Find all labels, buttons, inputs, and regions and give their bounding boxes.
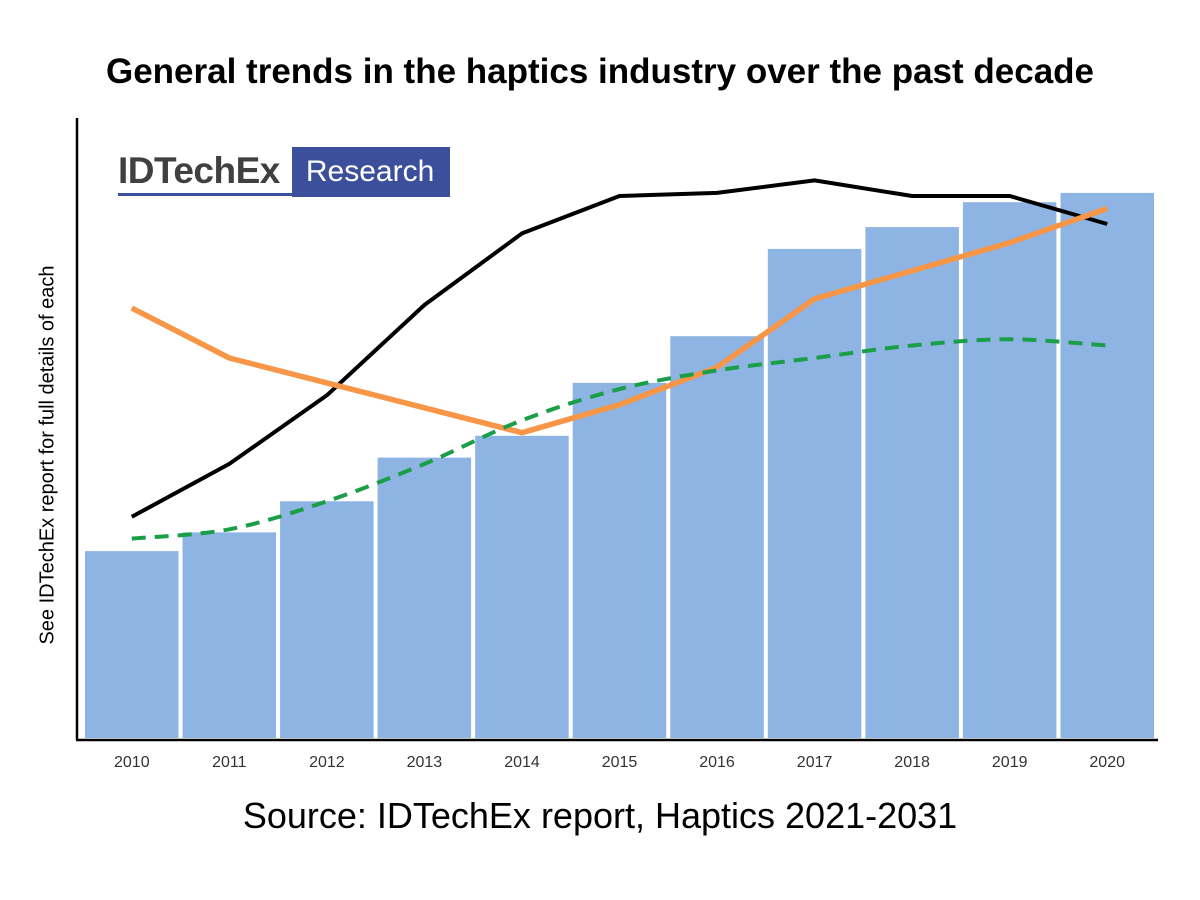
x-tick-label-2011: 2011 bbox=[212, 754, 247, 771]
bars-layer bbox=[85, 192, 1154, 738]
x-tick-label-2010: 2010 bbox=[114, 754, 150, 771]
x-tick-label-2014: 2014 bbox=[504, 754, 540, 771]
bar-2017 bbox=[767, 248, 862, 738]
x-tick-label-2018: 2018 bbox=[894, 754, 930, 771]
logo-research-badge: Research bbox=[291, 147, 451, 197]
bar-2012 bbox=[280, 501, 374, 738]
bar-2013 bbox=[377, 457, 472, 738]
x-tick-label-2017: 2017 bbox=[797, 754, 833, 771]
green-dashed-trend-line bbox=[131, 337, 1108, 541]
orange-trend-line bbox=[130, 205, 1109, 436]
x-tick-label-2019: 2019 bbox=[992, 754, 1028, 771]
x-tick-label-2012: 2012 bbox=[309, 754, 345, 771]
bar-2011 bbox=[182, 532, 276, 738]
bar-2015 bbox=[572, 382, 667, 738]
bar-2018 bbox=[865, 227, 959, 738]
bar-2014 bbox=[475, 435, 569, 738]
lines-layer bbox=[130, 178, 1109, 541]
logo-wordmark: IDTechEx bbox=[118, 147, 292, 196]
idtechex-logo: IDTechEx Research bbox=[118, 147, 451, 197]
bar-2020 bbox=[1060, 192, 1154, 738]
x-tick-label-2015: 2015 bbox=[602, 754, 638, 771]
chart-title: General trends in the haptics industry o… bbox=[105, 52, 1095, 91]
bar-2010 bbox=[85, 551, 179, 738]
x-tick-label-2016: 2016 bbox=[699, 754, 735, 771]
source-note: Source: IDTechEx report, Haptics 2021-20… bbox=[242, 795, 958, 836]
x-tick-labels: 2010 2011 2012 2013 2014 2015 2016 2017 2018 2019… bbox=[114, 754, 1125, 771]
x-tick-label-2013: 2013 bbox=[407, 754, 443, 771]
black-trend-line bbox=[130, 178, 1108, 519]
bar-2019 bbox=[962, 202, 1057, 738]
x-tick-label-2020: 2020 bbox=[1089, 754, 1125, 771]
bar-2016 bbox=[670, 336, 764, 738]
